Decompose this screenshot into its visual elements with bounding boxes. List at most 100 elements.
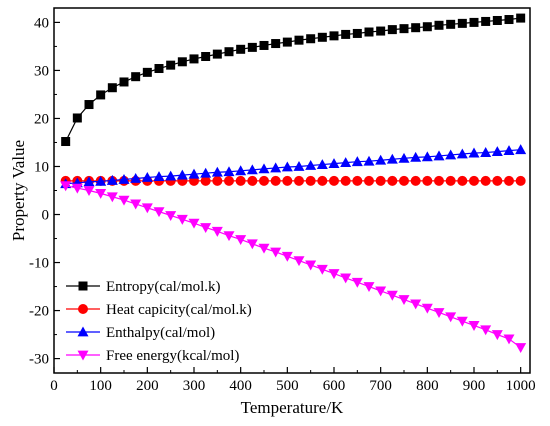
data-point <box>153 171 165 181</box>
series-line <box>65 17 521 142</box>
data-point <box>305 175 316 186</box>
data-point <box>211 226 223 237</box>
data-point <box>306 34 316 44</box>
data-point <box>503 334 515 345</box>
data-point <box>411 23 421 33</box>
data-point <box>236 44 246 54</box>
data-point <box>421 151 433 162</box>
data-point <box>294 175 304 186</box>
data-point <box>376 26 386 36</box>
data-point <box>363 155 375 166</box>
data-point <box>399 24 409 34</box>
data-point <box>200 175 211 186</box>
data-point <box>340 175 351 186</box>
data-point <box>142 67 152 77</box>
data-point <box>456 316 468 327</box>
axis-ticks: 0 100 200 300 400 500 600 700 800 900 1000-30-20-1… <box>29 15 536 394</box>
data-point <box>399 175 409 186</box>
data-point <box>212 49 222 59</box>
data-point <box>516 13 526 23</box>
data-point <box>165 170 177 181</box>
data-point <box>329 31 339 41</box>
data-point <box>130 172 142 183</box>
y-tick-label: 30 <box>34 63 49 79</box>
data-point <box>445 149 457 160</box>
data-point <box>259 175 269 186</box>
data-point <box>480 175 491 186</box>
data-point <box>84 100 94 110</box>
plot-frame <box>53 7 531 374</box>
data-point <box>118 195 130 206</box>
legend-entry: Entropy(cal/mol.k) <box>66 279 221 295</box>
data-point <box>446 19 456 29</box>
data-point <box>386 153 398 164</box>
data-point <box>71 183 83 194</box>
data-point <box>305 160 317 170</box>
data-point <box>83 186 95 196</box>
data-point <box>200 223 212 233</box>
data-point <box>270 162 282 173</box>
y-tick-label: 10 <box>34 159 49 175</box>
data-point <box>200 167 212 178</box>
data-point <box>387 25 397 35</box>
x-axis-label: Temperature/K <box>241 398 344 417</box>
data-point <box>515 144 527 155</box>
data-point <box>259 40 269 50</box>
data-point <box>95 188 107 199</box>
data-point <box>317 175 328 186</box>
data-point <box>247 175 258 186</box>
data-point <box>270 247 282 258</box>
data-point <box>387 175 398 186</box>
data-point <box>165 211 177 221</box>
data-point <box>491 146 503 156</box>
x-tick-label: 800 <box>416 378 439 394</box>
y-tick-label: 0 <box>42 208 50 224</box>
series-0 <box>61 13 526 147</box>
data-point <box>375 286 387 297</box>
y-tick-label: 20 <box>34 111 49 127</box>
data-point <box>294 35 304 45</box>
data-point <box>351 277 363 288</box>
data-point <box>189 54 199 64</box>
data-point <box>375 154 387 165</box>
data-point <box>141 172 153 182</box>
data-point <box>201 52 211 62</box>
data-point <box>422 175 433 186</box>
data-point <box>469 175 479 186</box>
data-point <box>166 60 176 70</box>
series-line <box>65 185 522 349</box>
legend-marker <box>77 350 89 361</box>
data-point <box>282 37 292 47</box>
data-point <box>281 251 293 262</box>
data-point <box>176 214 188 225</box>
data-point <box>422 22 432 32</box>
data-point <box>305 260 317 271</box>
data-point <box>445 175 456 186</box>
data-point <box>351 156 363 167</box>
data-point <box>340 273 352 284</box>
data-point <box>247 42 257 52</box>
data-point <box>480 147 492 157</box>
x-tick-label: 600 <box>323 378 346 394</box>
data-point <box>515 343 527 354</box>
data-point <box>363 282 375 293</box>
x-tick-label: 1000 <box>506 378 536 394</box>
data-point <box>293 160 305 171</box>
data-point <box>212 175 223 186</box>
data-point <box>433 308 445 318</box>
data-point <box>352 28 362 38</box>
series-1 <box>60 175 526 186</box>
data-point <box>340 157 352 168</box>
data-point <box>492 15 502 25</box>
data-point <box>410 299 422 310</box>
series-layer <box>60 13 527 354</box>
data-point <box>492 175 503 186</box>
data-point <box>188 168 200 179</box>
data-point <box>445 312 457 323</box>
data-point <box>504 15 514 25</box>
data-point <box>341 29 351 39</box>
data-point <box>434 20 444 30</box>
data-point <box>328 158 340 169</box>
data-point <box>375 175 386 186</box>
y-tick-label: -10 <box>29 256 49 272</box>
